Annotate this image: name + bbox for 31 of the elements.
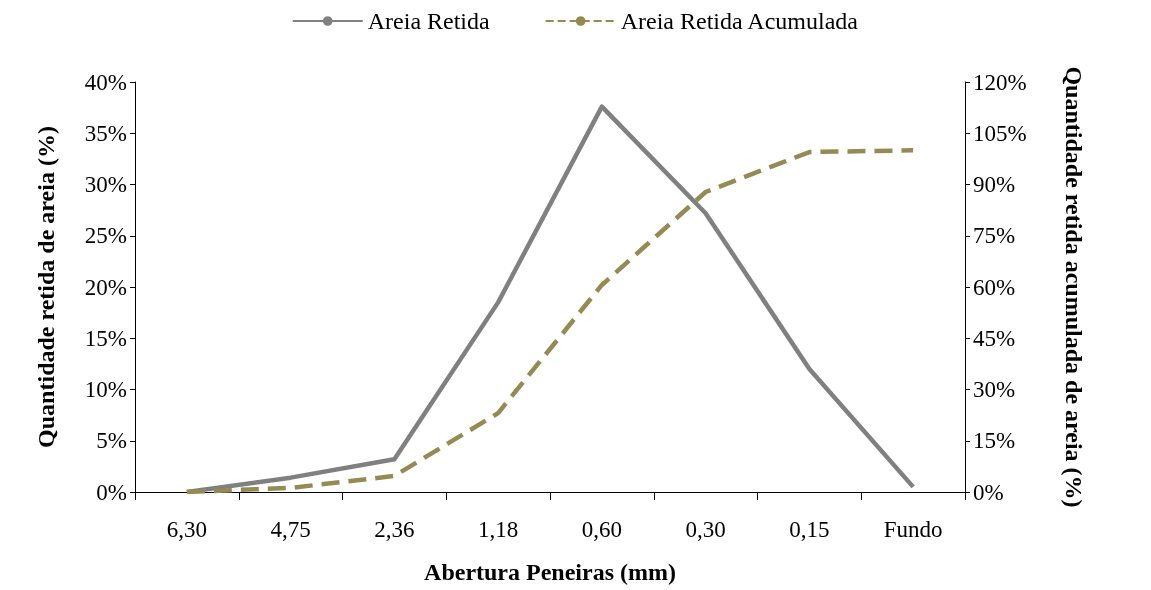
y-tick-label: 20% (84, 274, 127, 300)
y2-axis-title: Quantidade retida acumulada de areia (%) (1061, 66, 1087, 508)
y-tick-label: 0% (96, 479, 127, 505)
y-tick-label: 30% (84, 172, 127, 197)
y-axis-title: Quantidade retida de areia (%) (33, 126, 59, 448)
x-tick-label: 0,15 (789, 517, 830, 542)
y-tick-label: 40% (84, 69, 127, 95)
y-tick-label: 10% (84, 377, 127, 402)
y2-tick-label: 30% (973, 377, 1016, 402)
y2-tick-label: 0% (973, 479, 1004, 505)
y2-tick-label: 120% (973, 69, 1027, 95)
y2-tick-label: 45% (973, 325, 1016, 351)
x-axis-title: Abertura Peneiras (mm) (424, 559, 676, 585)
x-tick-label: 6,30 (166, 517, 207, 542)
y2-tick-label: 60% (973, 274, 1016, 300)
y2-tick-label: 75% (973, 223, 1016, 249)
x-tick-label: 0,30 (685, 517, 726, 542)
x-tick-label: 2,36 (374, 517, 415, 542)
y-tick-label: 15% (84, 325, 127, 351)
x-tick-label: 1,18 (478, 517, 519, 542)
x-tick-label: 0,60 (581, 517, 622, 542)
y2-tick-label: 105% (973, 120, 1027, 146)
legend-label: Areia Retida Acumulada (620, 8, 859, 34)
x-tick-label: 4,75 (270, 517, 311, 542)
y-tick-label: 5% (96, 428, 127, 454)
legend-label: Areia Retida (367, 8, 491, 34)
y2-tick-label: 15% (973, 428, 1016, 454)
y-tick-label: 35% (84, 120, 127, 146)
x-tick-label: Fundo (883, 517, 943, 542)
y-tick-label: 25% (84, 223, 127, 249)
y2-tick-label: 90% (973, 172, 1016, 197)
